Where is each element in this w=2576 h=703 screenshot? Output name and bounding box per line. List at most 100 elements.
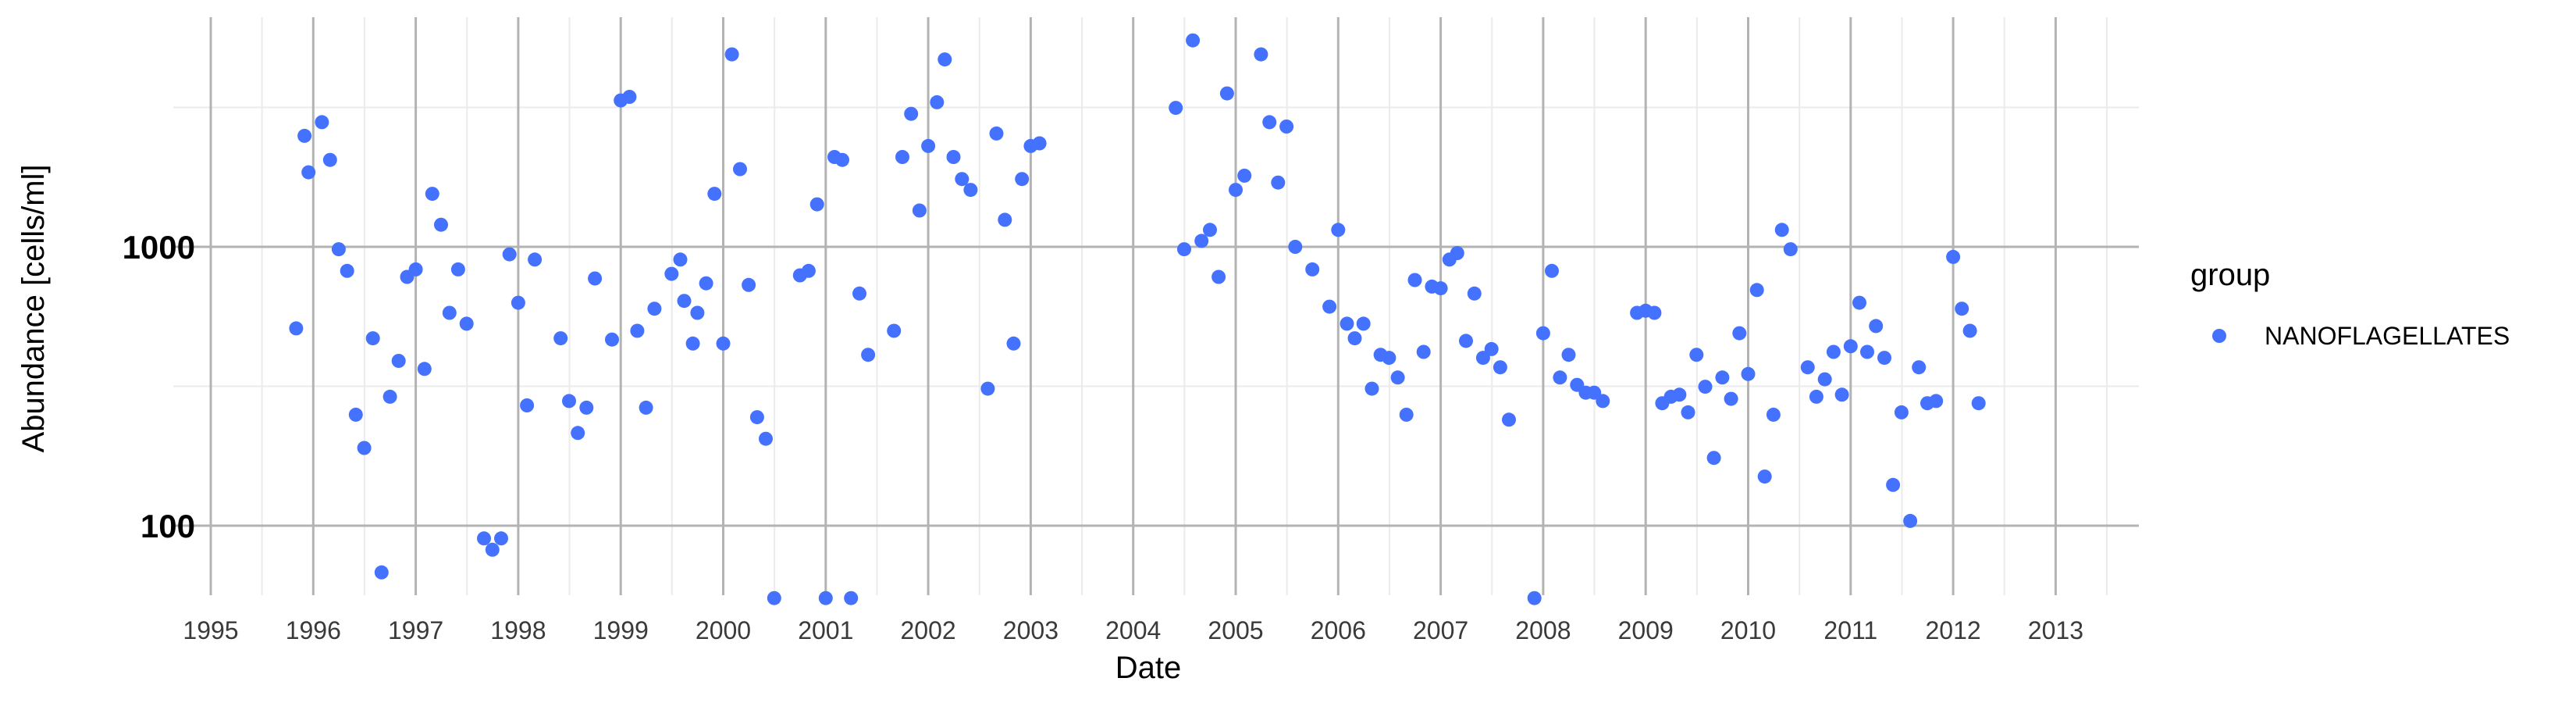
data-point [442,305,457,320]
data-point [673,252,688,267]
data-point [579,400,594,415]
data-point [1929,394,1944,409]
x-tick-1995: 1995 [183,616,238,644]
data-point [417,362,432,376]
data-point [520,398,535,412]
legend-title: group [2190,258,2270,292]
data-point [391,354,406,368]
data-point [289,321,304,336]
data-point [1450,246,1464,260]
x-tick-2004: 2004 [1105,616,1161,644]
x-tick-2005: 2005 [1208,616,1263,644]
data-point [1587,385,1602,400]
data-point [852,286,866,301]
data-point [699,276,713,291]
data-point [425,187,439,202]
x-tick-1997: 1997 [388,616,443,644]
data-point [1783,242,1798,257]
data-point [562,394,576,409]
data-point [1407,273,1422,287]
data-point [1903,513,1918,528]
data-point [1493,360,1507,375]
data-point [459,316,474,331]
data-point [1484,341,1499,356]
data-point [331,242,346,257]
data-point [1399,407,1414,422]
data-point [1347,331,1362,346]
data-point [1741,366,1756,381]
major-gridlines [173,17,2139,595]
data-point [1203,223,1217,237]
data-points [289,33,1986,605]
data-point [1732,326,1747,341]
data-point [1706,451,1721,466]
data-point [1340,316,1354,331]
data-point [1894,405,1909,419]
data-point [1715,370,1730,385]
data-point [374,565,389,580]
data-point [1433,281,1448,296]
data-point [818,591,833,605]
data-point [1322,299,1337,314]
data-point [742,277,756,292]
data-point [930,95,945,109]
data-point [1032,136,1047,151]
legend-label-nanoflagellates: NANOFLAGELLATES [2265,322,2510,350]
data-point [801,263,816,278]
data-point [528,252,543,267]
data-point [647,302,662,316]
x-tick-2010: 2010 [1720,616,1776,644]
data-point [1459,334,1473,348]
y-tick-100: 100 [141,508,195,544]
x-tick-2006: 2006 [1311,616,1366,644]
data-point [1860,344,1874,359]
data-point [1015,172,1030,187]
data-point [502,247,517,262]
data-point [733,162,747,177]
data-point [1852,295,1866,310]
data-point [1535,326,1550,341]
x-tick-2011: 2011 [1823,616,1877,644]
minor-gridlines [173,17,2139,595]
x-tick-2013: 2013 [2028,616,2083,644]
data-point [1271,175,1286,190]
data-point [685,336,700,351]
data-point [511,295,525,310]
data-point [340,263,354,278]
data-point [1809,389,1823,404]
data-point [1561,348,1576,362]
data-point [677,294,692,309]
data-point [980,381,995,396]
data-point [1766,407,1781,422]
data-point [485,542,500,557]
data-point [912,203,927,218]
x-axis-title: Date [1115,651,1182,685]
x-tick-2012: 2012 [1926,616,1981,644]
data-point [690,305,705,320]
data-point [1545,263,1559,278]
data-point [348,407,363,422]
data-point [1877,351,1891,366]
data-point [946,150,961,164]
data-point [1553,370,1567,385]
data-point [1288,240,1303,254]
data-point [1800,360,1815,375]
data-point [1254,47,1268,62]
data-point [921,138,936,153]
x-tick-2001: 2001 [798,616,853,644]
data-point [809,197,824,212]
data-point [1177,242,1191,257]
y-tick-labels: 100 1000 [123,229,195,544]
data-point [494,531,508,546]
data-point [767,591,781,605]
data-point [1279,120,1294,134]
data-point [749,410,764,425]
x-tick-2008: 2008 [1515,616,1571,644]
data-point [1356,316,1371,331]
data-point [989,126,1004,141]
data-point [1724,391,1738,406]
data-point [553,331,568,346]
data-point [1826,344,1841,359]
y-tick-1000: 1000 [123,229,195,266]
x-tick-2009: 2009 [1618,616,1674,644]
